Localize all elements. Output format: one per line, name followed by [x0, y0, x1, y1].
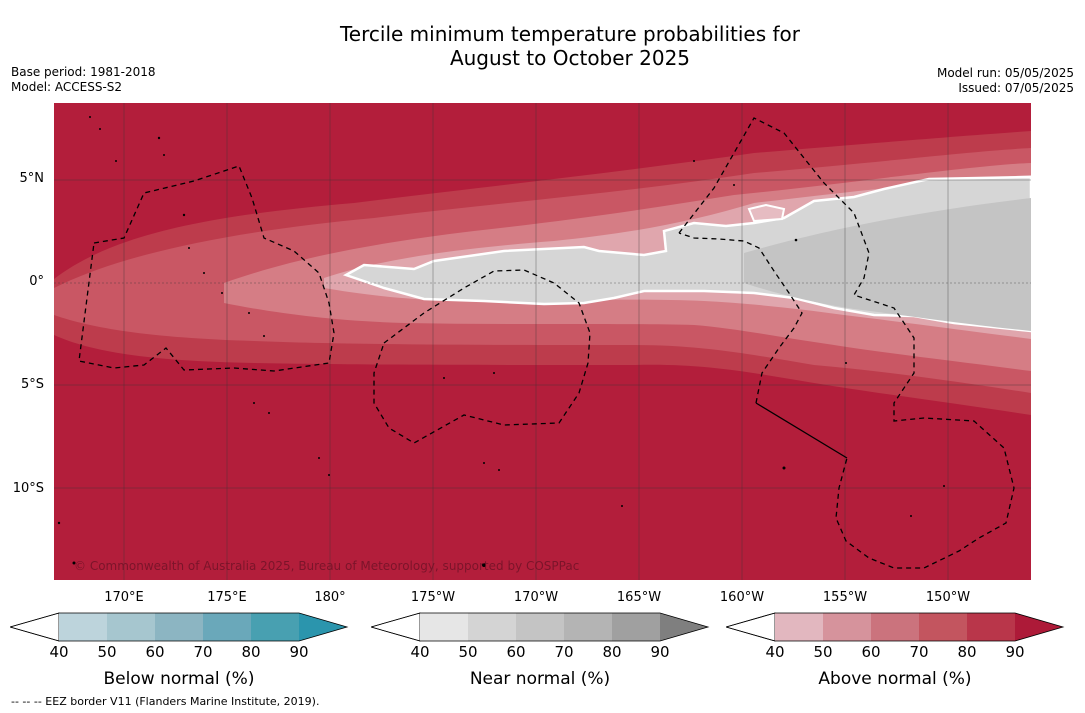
- colorbar-tick: 60: [506, 643, 526, 661]
- colorbar-tick: 90: [289, 643, 309, 661]
- colorbar-below-normal-segment: [59, 613, 107, 641]
- above-normal-label: Above normal (%): [818, 669, 972, 689]
- run-info: Model run: 05/05/2025 Issued: 07/05/2025: [937, 66, 1074, 96]
- lat-label-5n: 5°N: [19, 171, 45, 186]
- colorbar-above-normal-segment: [967, 613, 1015, 641]
- issued-date: Issued: 07/05/2025: [958, 81, 1074, 95]
- colorbar-tick: 80: [241, 643, 261, 661]
- near-normal-50-patch: [744, 198, 1031, 331]
- above-normal-pocket: [747, 203, 786, 223]
- colorbar-above-normal-extend: [1015, 613, 1063, 641]
- colorbar-below-normal-extend: [299, 613, 347, 641]
- base-period: Base period: 1981-2018: [11, 65, 156, 79]
- colorbar-tick: 90: [650, 643, 670, 661]
- colorbar-tick: 50: [97, 643, 117, 661]
- colorbar-above-normal: [726, 612, 1065, 642]
- lon-label-160w: 160°W: [719, 590, 765, 605]
- colorbar-tick: 70: [193, 643, 213, 661]
- model-run-date: Model run: 05/05/2025: [936, 66, 1074, 80]
- colorbar-below-normal-segment: [155, 613, 203, 641]
- colorbar-above-normal-segment: [775, 613, 823, 641]
- lon-label-165w: 165°W: [616, 590, 662, 605]
- colorbar-tick: 80: [602, 643, 622, 661]
- colorbar-tick: 70: [909, 643, 929, 661]
- colorbar-near-normal-extend: [660, 613, 708, 641]
- colorbar-near-normal-segment: [420, 613, 468, 641]
- lat-label-5s: 5°S: [20, 377, 44, 392]
- colorbar-tick: 70: [554, 643, 574, 661]
- lon-label-175e: 175°E: [207, 590, 247, 605]
- colorbar-below-normal: [10, 612, 349, 642]
- copyright-notice: © Commonwealth of Australia 2025, Bureau…: [74, 559, 579, 573]
- near-normal-label: Near normal (%): [469, 669, 611, 689]
- colorbar-above-normal-segment: [823, 613, 871, 641]
- lon-label-150w: 150°W: [925, 590, 971, 605]
- colorbar-near-normal: [371, 612, 710, 642]
- colorbar-tick: 60: [861, 643, 881, 661]
- colorbar-near-normal-segment: [564, 613, 612, 641]
- colorbar-tick: 40: [765, 643, 785, 661]
- graticule: [54, 103, 1031, 580]
- colorbar-near-normal-segment: [516, 613, 564, 641]
- probability-map: © Commonwealth of Australia 2025, Bureau…: [54, 103, 1031, 580]
- colorbar-tick: 90: [1005, 643, 1025, 661]
- colorbar-tick: 40: [410, 643, 430, 661]
- colorbar-tick: 80: [957, 643, 977, 661]
- map-title: Tercile minimum temperature probabilitie…: [0, 22, 1085, 70]
- colorbar-below-normal-segment: [203, 613, 251, 641]
- colorbar-below-normal-segment: [251, 613, 299, 641]
- colorbar-below-normal-segment: [107, 613, 155, 641]
- lon-label-155w: 155°W: [822, 590, 868, 605]
- colorbar-above-normal-segment: [871, 613, 919, 641]
- lon-label-175w: 175°W: [410, 590, 456, 605]
- lon-label-180: 180°: [314, 590, 346, 605]
- eez-borders: [78, 117, 1015, 569]
- lon-label-170e: 170°E: [104, 590, 144, 605]
- colorbar-near-normal-segment: [612, 613, 660, 641]
- title-line-1: Tercile minimum temperature probabilitie…: [339, 22, 801, 46]
- model-info: Base period: 1981-2018 Model: ACCESS-S2: [11, 65, 156, 95]
- colorbar-tick: 60: [145, 643, 165, 661]
- maritime-boundary-line: [755, 402, 848, 459]
- model-name: Model: ACCESS-S2: [11, 80, 123, 94]
- colorbar-tick: 50: [458, 643, 478, 661]
- colorbar-tick: 50: [813, 643, 833, 661]
- eez-footnote: -- -- -- EEZ border V11 (Flanders Marine…: [11, 695, 320, 708]
- lon-label-170w: 170°W: [513, 590, 559, 605]
- lat-label-0: 0°: [29, 274, 44, 289]
- colorbar-near-normal-segment: [468, 613, 516, 641]
- lat-label-10s: 10°S: [12, 481, 44, 496]
- title-line-2: August to October 2025: [449, 46, 691, 70]
- colorbar-above-normal-segment: [919, 613, 967, 641]
- below-normal-label: Below normal (%): [103, 669, 255, 689]
- islands: [57, 116, 945, 567]
- colorbar-tick: 40: [49, 643, 69, 661]
